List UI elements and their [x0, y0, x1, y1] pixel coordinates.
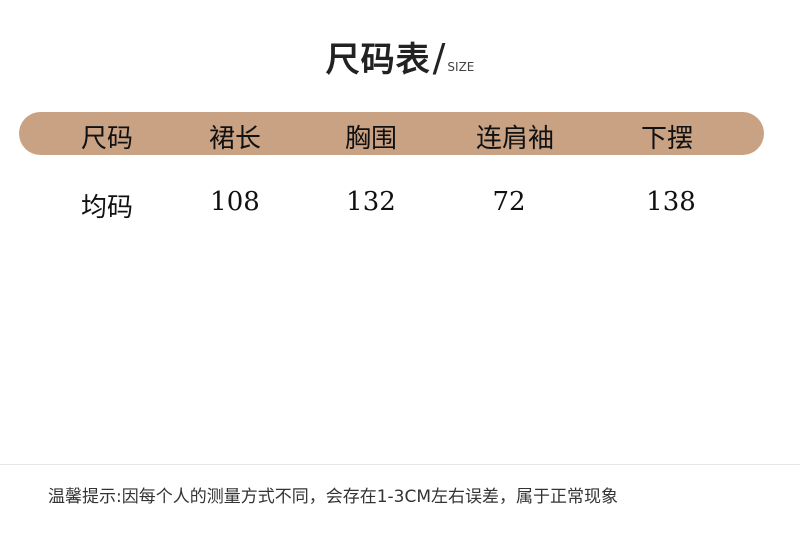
- title-slash: /: [432, 36, 446, 80]
- cell-size: 均码: [80, 193, 133, 223]
- header-size: 尺码: [80, 124, 133, 154]
- header-bust: 胸围: [344, 124, 397, 154]
- header-hem: 下摆: [640, 124, 693, 154]
- table-header: 尺码 裙长 胸围 连肩袖 下摆: [19, 112, 764, 155]
- cell-length: 108: [210, 187, 260, 217]
- title-sub: SIZE: [447, 60, 475, 74]
- cell-sleeve: 72: [492, 187, 526, 217]
- table-row: 均码 108 132 72 138: [19, 187, 764, 227]
- header-sleeve: 连肩袖: [475, 124, 554, 154]
- divider: [0, 464, 800, 465]
- page-title: 尺码表/SIZE: [0, 32, 800, 81]
- cell-bust: 132: [346, 187, 396, 217]
- title-main: 尺码表: [325, 40, 431, 80]
- measurement-note: 温馨提示:因每个人的测量方式不同，会存在1-3CM左右误差，属于正常现象: [48, 487, 619, 507]
- cell-hem: 138: [646, 187, 696, 217]
- header-length: 裙长: [208, 124, 261, 154]
